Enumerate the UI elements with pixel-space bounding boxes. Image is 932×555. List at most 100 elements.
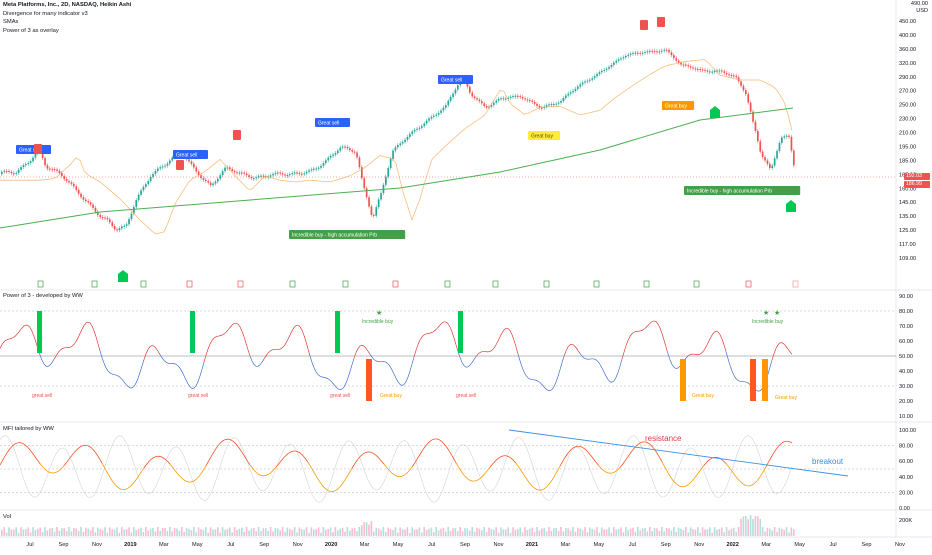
mfi-line-seg (96, 453, 98, 456)
volume-bar (464, 528, 466, 536)
volume-bar (169, 527, 171, 536)
vol-pane-title[interactable]: Vol (3, 514, 11, 520)
candle (318, 168, 320, 169)
period-marker (393, 281, 398, 287)
candle (651, 51, 653, 52)
volume-bar (85, 528, 87, 536)
candle (510, 97, 512, 98)
volume-bar (44, 527, 46, 536)
mfi-line-seg (562, 459, 564, 462)
indicator-divergence[interactable]: Divergence for many indicator v3 (3, 10, 131, 19)
mfi-line-seg (442, 442, 444, 444)
mfi-line-seg (658, 455, 660, 458)
mfi-line-seg (420, 451, 422, 454)
mfi-line-seg (318, 479, 320, 482)
power3-line-seg (330, 380, 332, 382)
power3-line-seg (88, 322, 90, 323)
mfi-pane-title[interactable]: MFI tailored by WW (3, 426, 54, 432)
power3-pane-title[interactable]: Power of 3 - developed by WW (3, 293, 83, 299)
power3-line-seg (50, 363, 52, 366)
power3-line-seg (96, 337, 98, 344)
mfi-line-seg (678, 485, 680, 486)
volume-bar (282, 527, 284, 536)
mfi-line-seg (364, 452, 366, 453)
volume-bar (534, 532, 536, 536)
volume-bar (359, 527, 361, 536)
mfi-line-seg (640, 442, 642, 443)
volume-bar (344, 532, 346, 536)
power3-line-seg (392, 370, 394, 374)
indicator-smas[interactable]: SMAs (3, 18, 131, 27)
candle (731, 75, 733, 76)
candle (155, 171, 157, 174)
candle (762, 152, 764, 158)
mfi-line-seg (102, 463, 104, 467)
power3-line-seg (22, 326, 24, 328)
volume-bar (733, 528, 735, 536)
candle (275, 173, 277, 174)
candle (270, 175, 272, 176)
power3-line-seg (660, 328, 662, 333)
mfi-line-seg (414, 461, 416, 464)
symbol-title[interactable]: Meta Platforms, Inc., 2D, NASDAQ, Heikin… (3, 1, 131, 10)
candle (476, 98, 478, 99)
power3-tick-label: 70.00 (899, 324, 913, 330)
mfi-line-seg (438, 439, 440, 440)
candle (325, 160, 327, 163)
mfi-line-seg (660, 458, 662, 462)
power3-line-seg (674, 367, 676, 368)
power3-line-seg (236, 323, 238, 324)
candle (606, 69, 608, 70)
candle (306, 172, 308, 173)
mfi-line-seg (666, 469, 668, 473)
mfi-line-seg (340, 484, 342, 486)
currency-label[interactable]: USD (916, 8, 928, 14)
period-marker (343, 281, 348, 287)
mfi-line-seg (568, 451, 570, 453)
power3-line-seg (790, 352, 792, 354)
mfi-line-seg (260, 475, 262, 476)
power3-line-seg (610, 382, 612, 383)
candle (596, 74, 598, 76)
power3-line-seg (670, 360, 672, 365)
mfi-line-seg (378, 457, 380, 459)
candle (690, 66, 692, 67)
volume-bar (757, 516, 759, 536)
power3-line-seg (404, 382, 406, 385)
power3-line-seg (134, 383, 136, 386)
volume-bar (654, 528, 656, 536)
volume-bar (303, 530, 305, 536)
volume-bar (666, 528, 668, 536)
mfi-line-seg (408, 470, 410, 472)
volume-bar (37, 529, 39, 536)
mfi-line-seg (28, 448, 30, 450)
power3-line-seg (374, 359, 376, 360)
volume-bar (543, 528, 545, 536)
mfi-line-seg (774, 449, 776, 452)
mfi-line-seg (686, 485, 688, 486)
mfi-line-seg (66, 461, 68, 464)
candle (625, 56, 627, 57)
volume-bar (397, 533, 399, 536)
candle (143, 187, 145, 190)
mfi-line-seg (516, 463, 518, 466)
power3-line-seg (240, 327, 242, 331)
candle (327, 158, 329, 161)
power3-line-seg (54, 356, 56, 359)
volume-bar (678, 528, 680, 536)
candle (474, 96, 476, 98)
indicator-power3[interactable]: Power of 3 as overlay (3, 27, 131, 36)
volume-bar (42, 532, 44, 536)
volume-bar (246, 527, 248, 536)
mfi-line-seg (168, 462, 170, 464)
mfi-line-seg (446, 446, 448, 449)
volume-bar (361, 525, 363, 536)
volume-bar (723, 532, 725, 536)
volume-bar (637, 527, 639, 536)
candle (649, 51, 651, 52)
power3-line-seg (20, 328, 22, 331)
volume-bar (707, 529, 709, 536)
candle (339, 148, 341, 151)
volume-bar (522, 532, 524, 536)
